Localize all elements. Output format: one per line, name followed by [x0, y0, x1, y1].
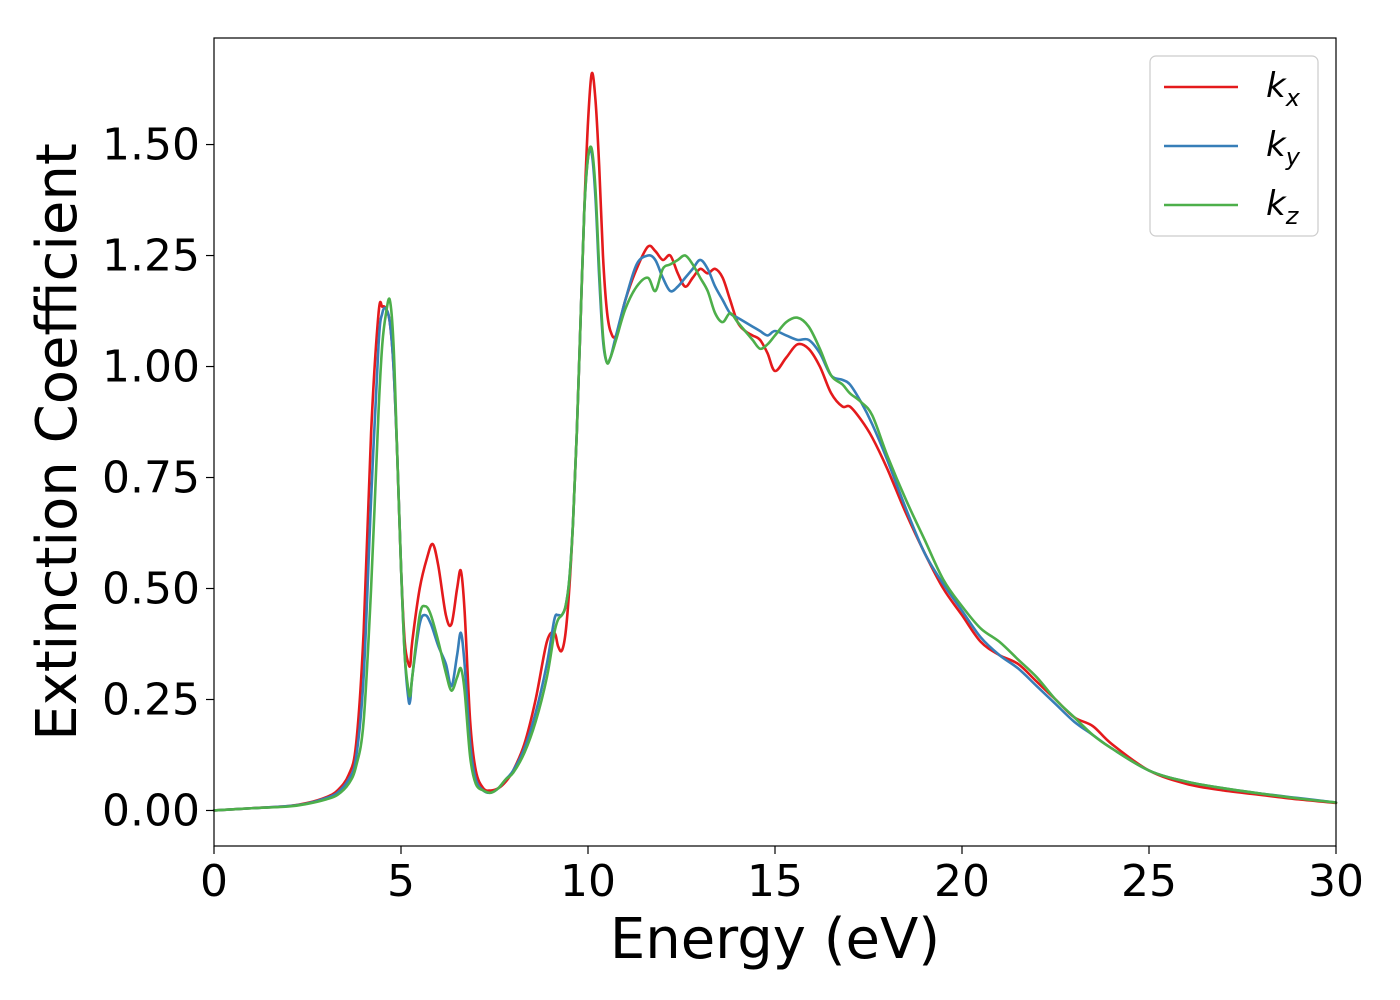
x-axis-label: Energy (eV) — [610, 907, 940, 972]
x-tick-label: 15 — [747, 856, 803, 907]
y-tick-label: 1.50 — [102, 120, 200, 171]
y-axis-ticks: 0.00 0.25 0.50 0.75 1.00 1.25 1.50 — [102, 120, 214, 836]
legend-label-y: ky — [1266, 125, 1301, 171]
x-tick-label: 10 — [560, 856, 616, 907]
y-axis-label: Extinction Coefficient — [25, 143, 90, 741]
x-tick-label: 0 — [200, 856, 228, 907]
y-tick-label: 1.00 — [102, 342, 200, 393]
series-layer — [212, 71, 1338, 812]
x-tick-label: 25 — [1121, 856, 1177, 907]
y-tick-label: 0.00 — [102, 785, 200, 836]
x-tick-label: 5 — [387, 856, 415, 907]
y-tick-label: 0.75 — [102, 453, 200, 504]
y-tick-label: 1.25 — [102, 231, 200, 282]
series-line-z — [212, 145, 1338, 812]
y-tick-label: 0.50 — [102, 564, 200, 615]
legend-label-x: kx — [1266, 66, 1301, 112]
legend: kx ky kz — [1149, 55, 1319, 237]
y-tick-label: 0.25 — [102, 674, 200, 725]
x-axis-ticks: 0 5 10 15 20 25 30 — [200, 846, 1364, 907]
legend-label-z: kz — [1266, 184, 1300, 230]
x-tick-label: 20 — [934, 856, 990, 907]
x-tick-label: 30 — [1308, 856, 1364, 907]
